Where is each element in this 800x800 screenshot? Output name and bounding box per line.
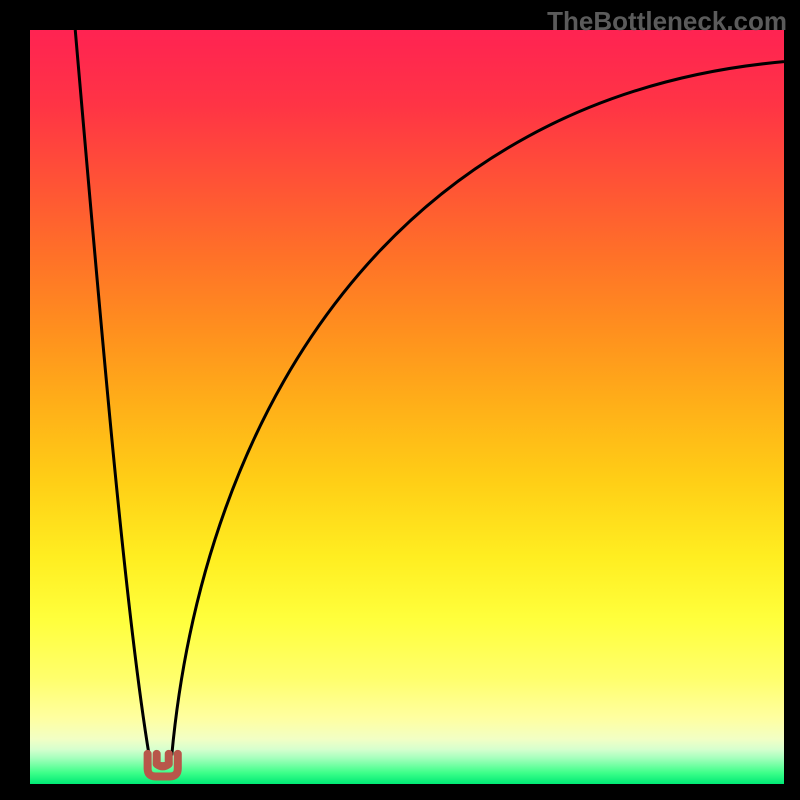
- chart-stage: TheBottleneck.com: [0, 0, 800, 800]
- bottleneck-chart-svg: [30, 30, 784, 784]
- plot-area: [30, 30, 784, 784]
- watermark-text: TheBottleneck.com: [547, 6, 787, 37]
- gradient-background: [30, 30, 784, 784]
